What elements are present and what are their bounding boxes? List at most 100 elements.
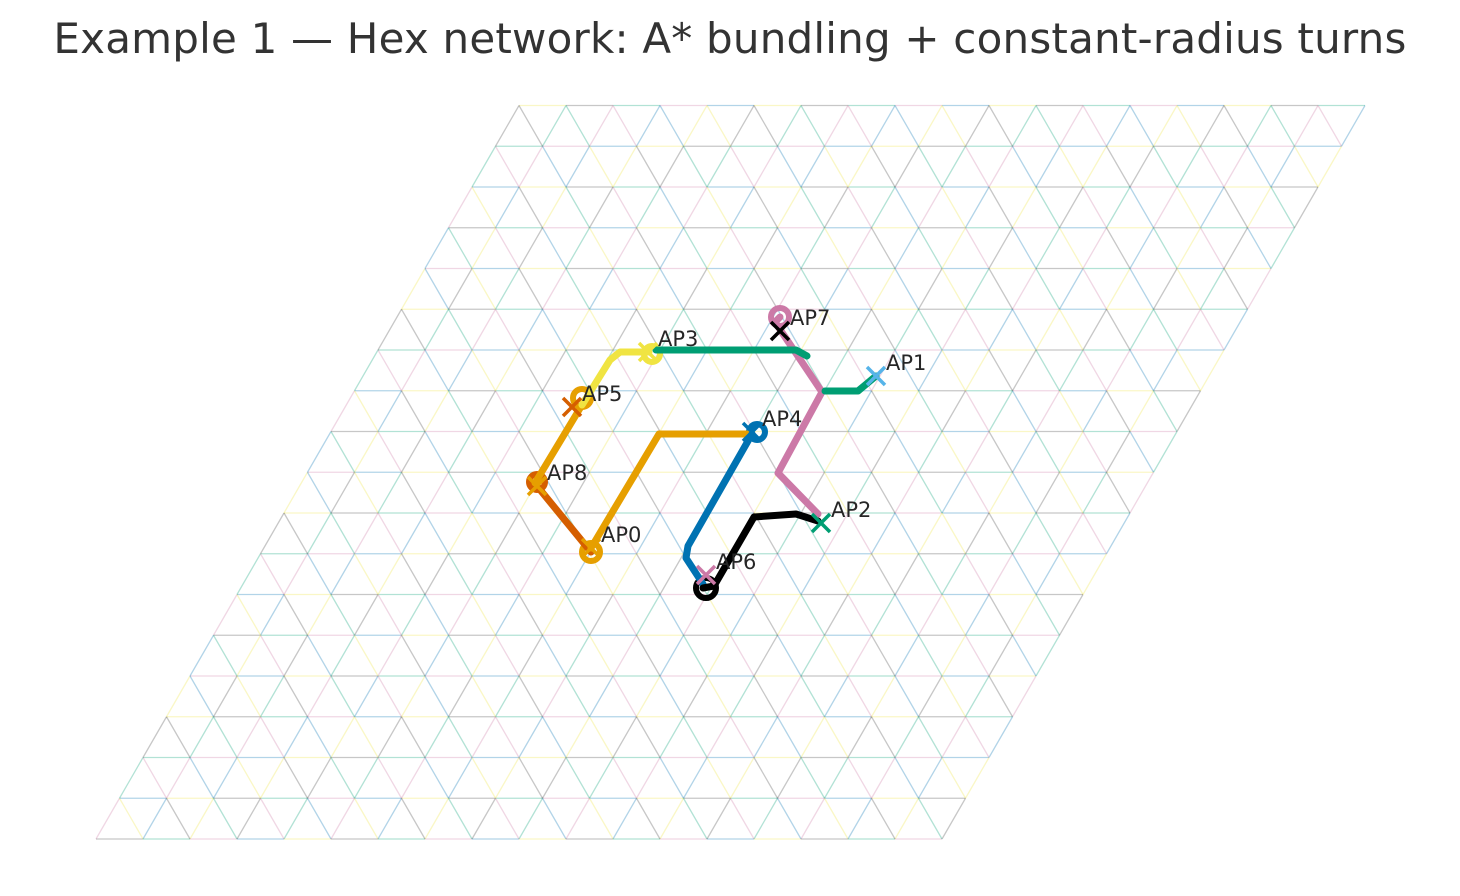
grid-edge — [377, 308, 403, 351]
grid-edge — [612, 186, 638, 229]
grid-edge — [917, 757, 943, 799]
grid-edge — [353, 512, 379, 555]
grid-edge — [1011, 145, 1037, 188]
grid-edge — [353, 553, 379, 595]
ap-marker-ap1[interactable] — [865, 365, 887, 387]
grid-edge — [424, 308, 450, 351]
grid-edge — [964, 431, 990, 473]
diagram-title: Example 1 — Hex network: A* bundling + c… — [53, 14, 1407, 63]
ap-marker-ap5[interactable] — [561, 396, 583, 418]
grid-edge — [823, 757, 849, 799]
grid-edge — [424, 594, 450, 636]
grid-edge — [1011, 268, 1037, 310]
grid-edge — [800, 227, 826, 269]
grid-edge — [471, 512, 497, 555]
grid-edge — [518, 186, 544, 229]
grid-edge — [1035, 349, 1061, 392]
ap-marker-ap2[interactable] — [810, 512, 832, 534]
grid-edge — [988, 553, 1014, 595]
grid-edge — [588, 797, 614, 840]
grid-edge — [588, 308, 614, 351]
grid-edge — [941, 308, 967, 351]
grid-edge — [494, 390, 520, 432]
grid-edge — [659, 471, 685, 514]
grid-edge — [1199, 308, 1225, 351]
grid-edge — [870, 797, 896, 840]
grid-edge — [706, 227, 732, 269]
grid-edge — [377, 675, 403, 718]
grid-edge — [377, 716, 403, 758]
grid-edge — [471, 186, 497, 229]
grid-edge — [1105, 268, 1131, 310]
grid-edge — [823, 512, 849, 555]
grid-edge — [142, 716, 168, 758]
grid-edge — [1058, 145, 1084, 188]
grid-edge — [283, 757, 309, 799]
grid-edge — [753, 145, 779, 188]
grid-edge — [424, 716, 450, 758]
grid-edge — [1317, 145, 1343, 188]
grid-edge — [1270, 105, 1296, 147]
grid-edge — [142, 797, 168, 840]
grid-edge — [612, 145, 638, 188]
grid-edge — [424, 797, 450, 840]
grid-edge — [1293, 105, 1319, 147]
grid-edge — [682, 145, 708, 188]
grid-edge — [306, 512, 332, 555]
grid-edge — [682, 308, 708, 351]
grid-edge — [259, 757, 285, 799]
grid-edge — [494, 105, 520, 147]
grid-edge — [847, 634, 873, 677]
grid-edge — [1082, 390, 1108, 432]
grid-edge — [1035, 471, 1061, 514]
grid-edge — [988, 675, 1014, 718]
grid-edge — [894, 797, 920, 840]
ap-marker-ap3[interactable] — [637, 341, 659, 363]
grid-edge — [1058, 186, 1084, 229]
ap-marker-ap8[interactable] — [526, 475, 548, 497]
grid-edge — [847, 431, 873, 473]
ap-marker-ap7[interactable] — [769, 320, 791, 342]
grid-edge — [400, 268, 426, 310]
grid-edge — [635, 471, 661, 514]
grid-edge — [541, 105, 567, 147]
grid-edge — [823, 797, 849, 840]
grid-edge — [870, 634, 896, 677]
grid-edge — [565, 308, 591, 351]
grid-edge — [518, 512, 544, 555]
grid-edge — [236, 716, 262, 758]
ap-marker-ap6[interactable] — [695, 564, 717, 586]
grid-edge — [565, 675, 591, 718]
grid-edge — [518, 349, 544, 392]
grid-edge — [330, 512, 356, 555]
grid-edge — [753, 716, 779, 758]
grid-edge — [612, 797, 638, 840]
grid-edge — [1152, 145, 1178, 188]
grid-edge — [706, 390, 732, 432]
grid-edge — [870, 431, 896, 473]
grid-edge — [753, 797, 779, 840]
grid-edge — [306, 594, 332, 636]
grid-edge — [894, 145, 920, 188]
grid-edge — [565, 145, 591, 188]
grid-edge — [659, 390, 685, 432]
grid-edge — [259, 716, 285, 758]
grid-edge — [776, 594, 802, 636]
grid-edge — [753, 186, 779, 229]
ap-marker-ap0[interactable] — [580, 537, 602, 559]
grid-edge — [964, 186, 990, 229]
grid-edge — [283, 512, 309, 555]
grid-edge — [847, 594, 873, 636]
grid-edge — [706, 512, 732, 555]
grid-edge — [706, 634, 732, 677]
grid-edge — [1223, 105, 1249, 147]
grid-edge — [447, 797, 473, 840]
grid-edge — [1223, 227, 1249, 269]
grid-edge — [494, 471, 520, 514]
grid-edge — [941, 675, 967, 718]
grid-edge — [917, 797, 943, 840]
grid-edge — [447, 634, 473, 677]
ap-marker-ap4[interactable] — [741, 421, 763, 443]
grid-edge — [1176, 145, 1202, 188]
grid-edge — [917, 471, 943, 514]
